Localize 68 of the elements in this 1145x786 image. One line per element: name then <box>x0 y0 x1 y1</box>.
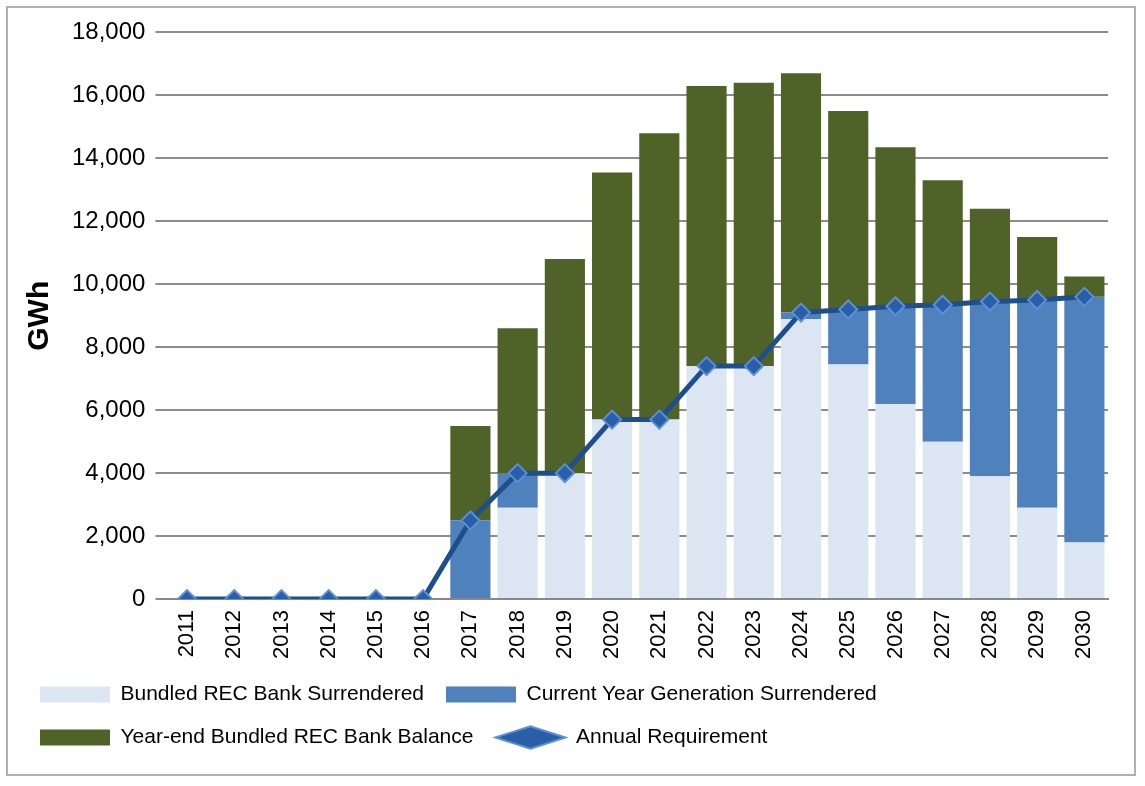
y-tick-label: 6,000 <box>85 394 146 422</box>
legend-label: Bundled REC Bank Surrendered <box>120 681 425 705</box>
x-tick-label: 2012 <box>220 610 246 660</box>
x-tick-label: 2019 <box>550 610 576 660</box>
bar <box>450 425 491 521</box>
x-tick-label: 2013 <box>267 610 293 660</box>
bar <box>828 111 869 310</box>
bar <box>1017 507 1058 599</box>
bar <box>875 403 916 599</box>
x-tick-label: 2027 <box>928 610 954 660</box>
y-tick-label: 16,000 <box>72 79 146 107</box>
x-tick-label: 2028 <box>975 610 1001 660</box>
y-tick-label: 2,000 <box>85 520 146 548</box>
bar <box>875 306 916 404</box>
x-tick-label: 2016 <box>409 610 435 660</box>
legend-label: Current Year Generation Surrendered <box>526 681 877 705</box>
bar <box>639 133 680 420</box>
x-tick-label: 2025 <box>834 610 860 660</box>
y-axis-title: GWh <box>21 280 55 351</box>
bar <box>969 476 1010 599</box>
legend-label: Annual Requirement <box>575 724 768 748</box>
x-tick-label: 2026 <box>881 610 907 660</box>
bar <box>828 309 869 365</box>
y-tick-label: 0 <box>132 583 146 611</box>
bar <box>733 366 774 599</box>
bar <box>969 208 1010 302</box>
bar <box>780 73 822 313</box>
bar <box>497 328 538 474</box>
x-tick-label: 2029 <box>1023 610 1049 660</box>
y-tick-label: 4,000 <box>85 457 146 485</box>
x-tick-label: 2014 <box>314 610 340 660</box>
x-tick-label: 2017 <box>456 610 482 660</box>
bar <box>544 473 585 599</box>
y-tick-label: 14,000 <box>72 142 146 170</box>
y-tick-label: 18,000 <box>72 17 146 45</box>
y-tick-label: 12,000 <box>72 205 146 233</box>
bar <box>686 85 727 367</box>
bar <box>1064 296 1105 543</box>
bar <box>592 172 633 420</box>
x-tick-label: 2021 <box>645 610 671 660</box>
bar <box>733 82 774 367</box>
bar <box>639 419 680 599</box>
x-tick-label: 2023 <box>739 610 765 660</box>
bar <box>922 441 963 599</box>
bar <box>922 180 963 305</box>
bar <box>544 259 585 474</box>
y-tick-label: 10,000 <box>72 268 146 296</box>
x-tick-label: 2011 <box>173 610 199 658</box>
bar <box>686 366 727 599</box>
x-tick-label: 2022 <box>692 610 718 660</box>
bar <box>828 364 869 599</box>
x-tick-label: 2020 <box>598 610 624 660</box>
bar <box>497 507 538 599</box>
bar <box>450 520 491 599</box>
bar <box>922 304 963 442</box>
x-tick-label: 2024 <box>787 610 813 660</box>
bar <box>875 147 916 307</box>
bar <box>780 318 822 599</box>
bar <box>1017 237 1058 300</box>
bar <box>592 419 633 599</box>
x-tick-label: 2015 <box>362 610 387 660</box>
y-tick-label: 8,000 <box>85 331 146 359</box>
bar <box>969 301 1010 477</box>
x-tick-label: 2018 <box>503 610 529 660</box>
legend-label: Year-end Bundled REC Bank Balance <box>120 724 474 748</box>
bar <box>1017 299 1058 508</box>
x-tick-label: 2030 <box>1070 610 1096 660</box>
bar <box>1064 542 1105 599</box>
